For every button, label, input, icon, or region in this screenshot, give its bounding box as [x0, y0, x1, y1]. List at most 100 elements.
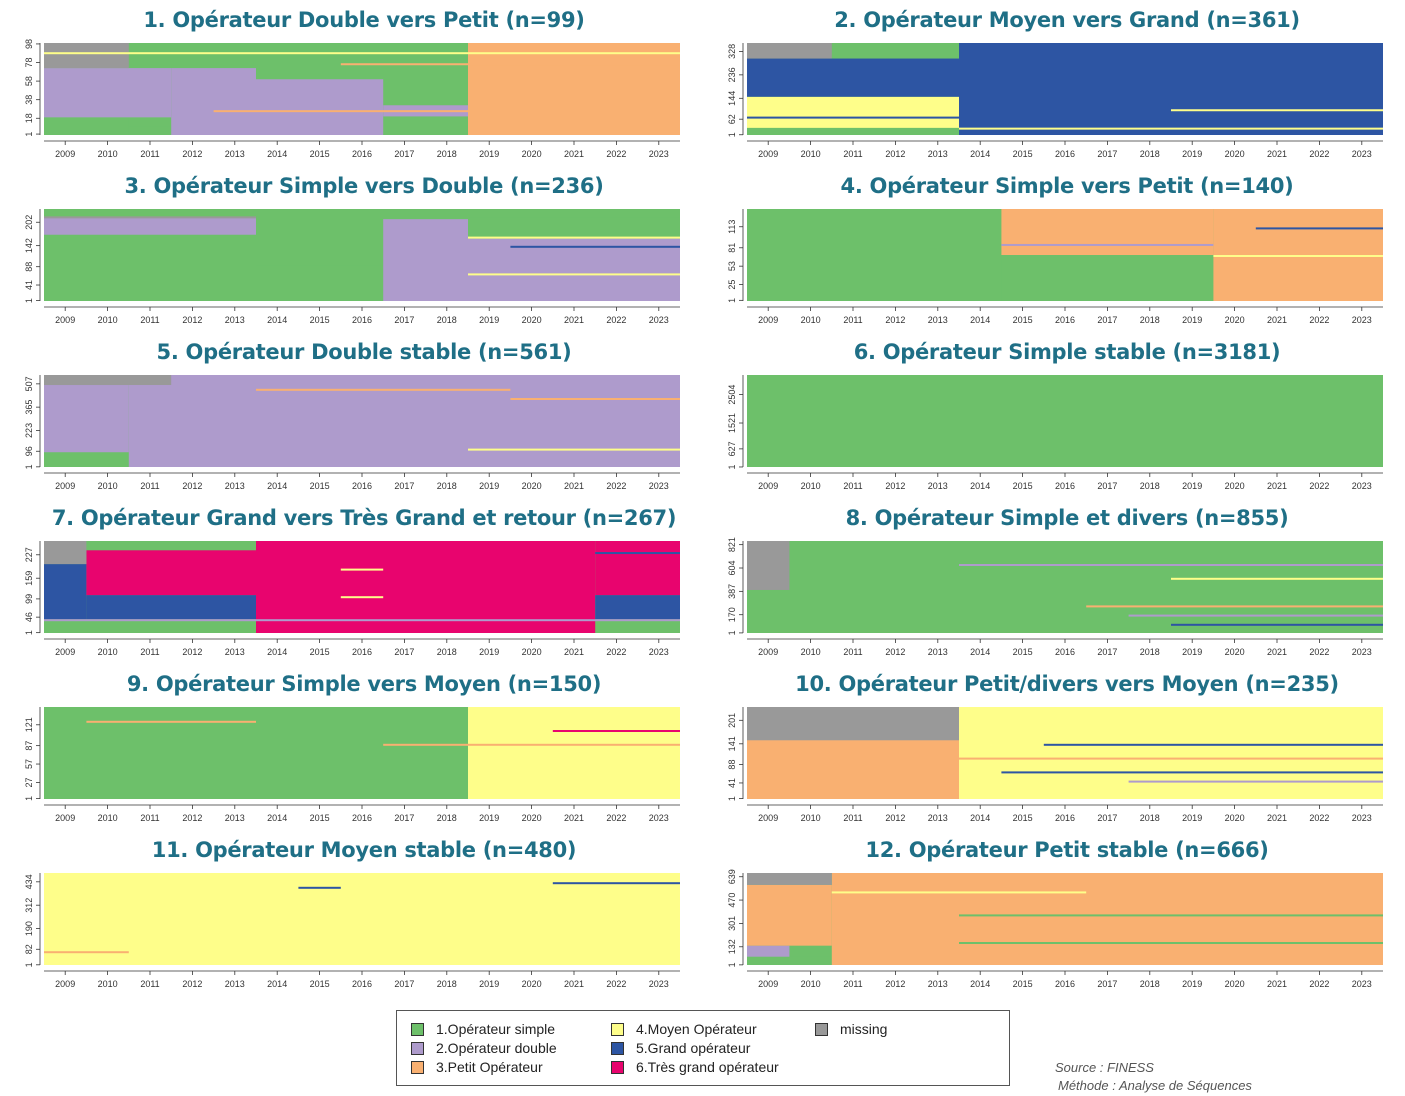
state-band-grand	[86, 595, 257, 620]
x-tick-label: 2009	[55, 979, 75, 989]
state-band-tres_grand	[595, 541, 680, 596]
sequence-plot-7: 2009 2010 2011 2012 2013 2014 2015 2016 2017 2018…	[24, 541, 680, 657]
x-tick-label: 2020	[522, 647, 542, 657]
y-tick-label: 434	[24, 874, 34, 889]
x-tick-label: 2019	[1182, 315, 1202, 325]
state-band-double	[171, 68, 256, 135]
legend-item-petit: 3.Petit Opérateur	[411, 1059, 543, 1075]
x-tick-label: 2012	[885, 813, 905, 823]
panel-title: 11. Opérateur Moyen stable (n=480)	[151, 838, 577, 862]
x-tick-label: 2021	[1267, 149, 1287, 159]
state-band-simple	[747, 375, 1383, 467]
state-stripe-moyen	[959, 127, 1383, 130]
x-tick-label: 2016	[1055, 979, 1075, 989]
x-tick-label: 2018	[437, 315, 457, 325]
x-tick-label: 2016	[352, 647, 372, 657]
x-tick-label: 2012	[182, 315, 202, 325]
state-stripe-grand	[298, 886, 341, 889]
x-tick-label: 2011	[140, 315, 159, 325]
legend-label: missing	[840, 1021, 888, 1037]
y-tick-label: 25	[727, 280, 737, 290]
y-tick-label: 144	[727, 91, 737, 106]
x-tick-label: 2018	[437, 647, 457, 657]
y-tick-label: 87	[24, 741, 34, 751]
sequence-plot-8: 2009 2010 2011 2012 2013 2014 2015 2016 2017 2018…	[727, 537, 1383, 657]
y-tick-label: 88	[727, 760, 737, 770]
x-tick-label: 2018	[1140, 315, 1160, 325]
y-tick-label: 627	[727, 441, 737, 456]
y-tick-label: 1	[24, 962, 34, 967]
x-tick-label: 2019	[1182, 149, 1202, 159]
x-tick-label: 2019	[479, 813, 499, 823]
x-tick-label: 2015	[1013, 481, 1033, 491]
y-tick-label: 604	[727, 560, 737, 575]
panel-title: 5. Opérateur Double stable (n=561)	[156, 340, 572, 364]
state-stripe-moyen	[468, 448, 680, 451]
state-stripe-moyen	[340, 596, 384, 599]
state-band-petit	[831, 873, 1383, 965]
x-tick-label: 2019	[1182, 979, 1202, 989]
state-band-simple	[468, 217, 680, 239]
state-band-petit	[747, 884, 832, 946]
state-stripe-grand	[1255, 227, 1383, 230]
x-tick-label: 2011	[843, 149, 862, 159]
y-tick-label: 27	[24, 777, 34, 787]
state-band-double	[128, 375, 681, 467]
y-tick-label: 113	[727, 220, 737, 234]
x-tick-label: 2021	[564, 813, 584, 823]
state-stripe-double	[1001, 243, 1214, 246]
y-tick-label: 223	[24, 423, 34, 438]
x-tick-label: 2019	[479, 979, 499, 989]
x-tick-label: 2011	[140, 481, 159, 491]
x-tick-label: 2015	[310, 647, 330, 657]
y-tick-label: 99	[24, 594, 34, 604]
x-tick-label: 2011	[140, 813, 159, 823]
state-stripe-grand	[747, 116, 959, 119]
panel-title: 4. Opérateur Simple vers Petit (n=140)	[840, 174, 1294, 198]
state-stripe-moyen	[468, 273, 680, 276]
legend-swatch-missing	[815, 1022, 828, 1036]
x-tick-label: 2014	[970, 481, 990, 491]
state-stripe-grand	[1043, 743, 1383, 746]
state-stripe-tres_grand	[552, 730, 680, 732]
state-stripe-moyen	[1171, 577, 1383, 580]
y-tick-label: 81	[727, 243, 737, 253]
x-tick-label: 2012	[885, 979, 905, 989]
state-band-missing	[747, 43, 832, 59]
x-tick-label: 2021	[564, 149, 584, 159]
x-tick-label: 2022	[1309, 481, 1329, 491]
y-tick-label: 202	[24, 215, 34, 230]
y-tick-label: 1	[24, 464, 34, 469]
state-stripe-grand	[1171, 623, 1383, 626]
state-band-double	[747, 945, 790, 957]
x-tick-label: 2019	[479, 481, 499, 491]
sequence-plot-11: 2009 2010 2011 2012 2013 2014 2015 2016 2017 2018…	[24, 873, 680, 989]
x-tick-label: 2018	[1140, 647, 1160, 657]
x-tick-label: 2009	[758, 481, 778, 491]
x-tick-label: 2010	[801, 813, 821, 823]
x-tick-label: 2009	[758, 979, 778, 989]
y-tick-label: 88	[24, 262, 34, 272]
state-band-simple	[747, 127, 959, 135]
x-tick-label: 2022	[1309, 315, 1329, 325]
state-stripe-grand	[510, 245, 680, 248]
y-tick-label: 41	[24, 280, 34, 290]
x-tick-label: 2023	[1352, 481, 1372, 491]
state-stripe-moyen	[1213, 255, 1383, 257]
x-tick-label: 2012	[182, 813, 202, 823]
state-band-simple	[128, 126, 172, 135]
y-tick-label: 18	[24, 113, 34, 123]
y-tick-label: 1	[24, 630, 34, 635]
state-stripe-petit	[86, 720, 257, 723]
source-line: Source : FINESS	[1055, 1060, 1154, 1075]
state-stripe-double	[1128, 614, 1383, 617]
x-tick-label: 2014	[267, 315, 287, 325]
x-tick-label: 2011	[843, 979, 862, 989]
x-tick-label: 2017	[1097, 149, 1117, 159]
x-tick-label: 2023	[649, 647, 669, 657]
x-tick-label: 2018	[437, 979, 457, 989]
state-band-petit	[468, 43, 680, 135]
y-tick-label: 46	[24, 612, 34, 622]
x-tick-label: 2021	[564, 647, 584, 657]
y-tick-label: 142	[24, 238, 34, 253]
